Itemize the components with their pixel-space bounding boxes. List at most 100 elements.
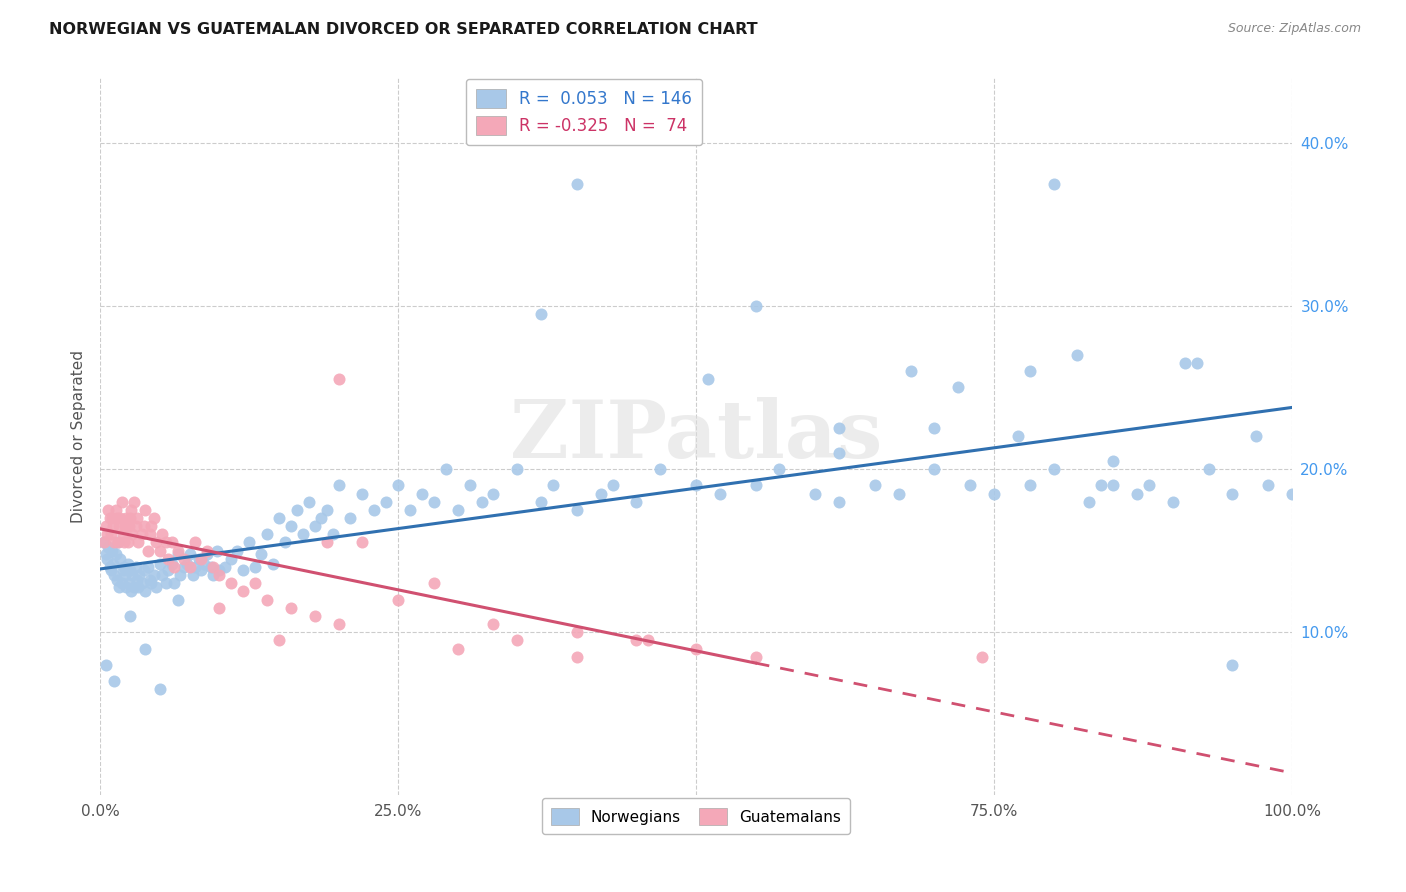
Point: [298, 494, 321, 508]
Point: [1126, 486, 1149, 500]
Point: [744, 299, 766, 313]
Point: [626, 633, 648, 648]
Point: [169, 568, 191, 582]
Point: [309, 511, 332, 525]
Point: [93, 535, 115, 549]
Point: [150, 568, 173, 582]
Point: [363, 503, 385, 517]
Point: [214, 560, 236, 574]
Point: [110, 494, 132, 508]
Point: [626, 494, 648, 508]
Point: [482, 617, 505, 632]
Point: [565, 625, 588, 640]
Point: [94, 657, 117, 672]
Point: [1018, 364, 1040, 378]
Point: [1018, 478, 1040, 492]
Point: [112, 535, 135, 549]
Point: [1090, 478, 1112, 492]
Point: [118, 576, 141, 591]
Point: [328, 478, 350, 492]
Point: [125, 519, 148, 533]
Point: [1102, 454, 1125, 468]
Point: [142, 568, 165, 582]
Point: [145, 580, 167, 594]
Point: [105, 573, 128, 587]
Point: [328, 617, 350, 632]
Point: [108, 580, 131, 594]
Point: [804, 486, 827, 500]
Point: [122, 494, 145, 508]
Point: [458, 478, 481, 492]
Text: NORWEGIAN VS GUATEMALAN DIVORCED OR SEPARATED CORRELATION CHART: NORWEGIAN VS GUATEMALAN DIVORCED OR SEPA…: [49, 22, 758, 37]
Point: [1042, 177, 1064, 191]
Point: [1222, 486, 1244, 500]
Point: [352, 486, 374, 500]
Point: [136, 543, 159, 558]
Point: [110, 551, 132, 566]
Point: [200, 560, 222, 574]
Point: [160, 557, 183, 571]
Point: [375, 494, 398, 508]
Point: [1007, 429, 1029, 443]
Point: [205, 543, 228, 558]
Point: [96, 551, 118, 566]
Point: [117, 535, 139, 549]
Point: [709, 486, 731, 500]
Point: [141, 519, 163, 533]
Point: [256, 527, 278, 541]
Point: [219, 551, 242, 566]
Point: [197, 547, 219, 561]
Point: [267, 633, 290, 648]
Point: [208, 563, 231, 577]
Point: [179, 560, 201, 574]
Point: [155, 576, 177, 591]
Point: [163, 560, 186, 574]
Point: [157, 563, 180, 577]
Point: [387, 478, 409, 492]
Point: [863, 478, 886, 492]
Point: [118, 563, 141, 577]
Point: [304, 608, 326, 623]
Point: [208, 600, 231, 615]
Point: [197, 543, 219, 558]
Point: [173, 551, 195, 566]
Point: [128, 568, 150, 582]
Point: [103, 557, 125, 571]
Point: [959, 478, 981, 492]
Point: [1244, 429, 1267, 443]
Point: [160, 535, 183, 549]
Point: [291, 527, 314, 541]
Point: [470, 494, 492, 508]
Point: [145, 535, 167, 549]
Point: [103, 568, 125, 582]
Point: [328, 372, 350, 386]
Point: [685, 641, 707, 656]
Point: [150, 527, 173, 541]
Point: [565, 649, 588, 664]
Point: [304, 519, 326, 533]
Point: [100, 563, 122, 577]
Point: [285, 503, 308, 517]
Point: [112, 560, 135, 574]
Point: [280, 519, 302, 533]
Point: [155, 535, 177, 549]
Point: [114, 519, 136, 533]
Point: [110, 576, 132, 591]
Point: [924, 462, 946, 476]
Point: [1174, 356, 1197, 370]
Point: [1198, 462, 1220, 476]
Point: [104, 547, 127, 561]
Point: [114, 568, 136, 582]
Point: [1102, 478, 1125, 492]
Point: [1042, 462, 1064, 476]
Point: [166, 543, 188, 558]
Point: [208, 568, 231, 582]
Point: [101, 543, 124, 558]
Point: [828, 494, 851, 508]
Point: [157, 551, 180, 566]
Point: [105, 511, 128, 525]
Point: [541, 478, 564, 492]
Point: [602, 478, 624, 492]
Point: [744, 478, 766, 492]
Point: [262, 557, 284, 571]
